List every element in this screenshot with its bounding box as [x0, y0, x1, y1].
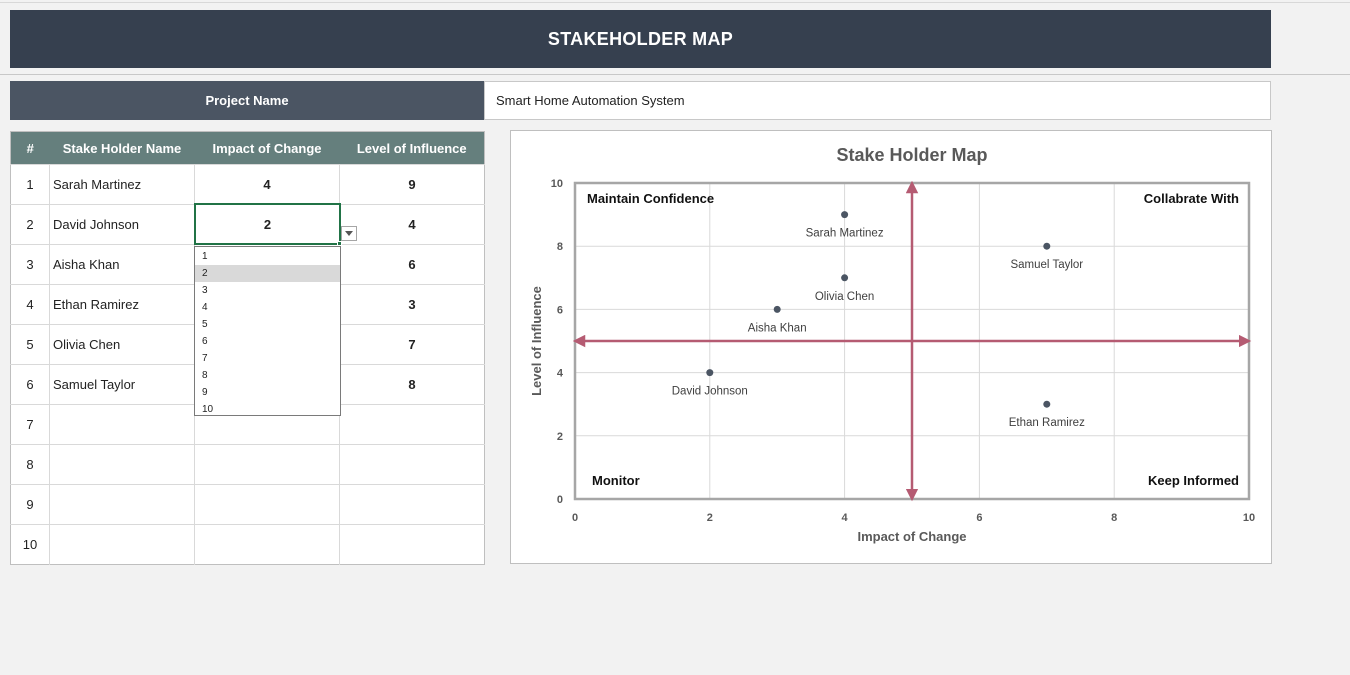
- dropdown-list: 1 2 3 4 5 6 7 8 9 10: [194, 246, 341, 416]
- stakeholder-name-cell[interactable]: [49, 404, 195, 445]
- x-tick-label: 0: [572, 512, 578, 524]
- table-row: 1 Sarah Martinez 4 9: [10, 164, 485, 205]
- project-name-value[interactable]: Smart Home Automation System: [484, 81, 1271, 120]
- quadrant-label-bottom-left: Monitor: [592, 473, 640, 488]
- data-point-label: David Johnson: [672, 386, 748, 398]
- dropdown-arrow-button[interactable]: [341, 226, 357, 241]
- y-tick-label: 4: [557, 368, 564, 380]
- quadrant-label-top-right: Collabrate With: [1144, 191, 1239, 206]
- row-number-cell[interactable]: 5: [10, 324, 50, 365]
- stakeholder-name-cell[interactable]: [49, 444, 195, 485]
- row-number-cell[interactable]: 2: [10, 204, 50, 245]
- stakeholder-chart: Stake Holder Map 0 2 4 6 8 10 0 2 4 6 8 10 Impact of …: [510, 130, 1272, 564]
- row-number-cell[interactable]: 9: [10, 484, 50, 525]
- row-number-cell[interactable]: 10: [10, 524, 50, 565]
- table-row: 9: [10, 484, 485, 525]
- stakeholder-name-cell[interactable]: Aisha Khan: [49, 244, 195, 285]
- quadrant-label-bottom-right: Keep Informed: [1148, 473, 1239, 488]
- row-number-cell[interactable]: 3: [10, 244, 50, 285]
- data-point: [841, 211, 849, 219]
- stakeholder-name-cell[interactable]: Ethan Ramirez: [49, 284, 195, 325]
- dropdown-option[interactable]: 7: [202, 353, 208, 364]
- page-title: STAKEHOLDER MAP: [10, 10, 1271, 68]
- y-axis-label: Level of Influence: [529, 286, 544, 396]
- impact-cell[interactable]: 4: [194, 164, 340, 205]
- dropdown-option[interactable]: 9: [202, 387, 208, 398]
- x-tick-label: 2: [707, 512, 713, 524]
- dropdown-option[interactable]: 1: [202, 251, 208, 262]
- row-number-cell[interactable]: 7: [10, 404, 50, 445]
- stakeholder-name-cell[interactable]: [49, 484, 195, 525]
- y-tick-label: 8: [557, 241, 563, 253]
- data-point-label: Olivia Chen: [815, 291, 874, 303]
- top-border-line: [0, 2, 1350, 3]
- influence-cell[interactable]: [339, 524, 485, 565]
- stakeholder-name-cell[interactable]: Sarah Martinez: [49, 164, 195, 205]
- y-tick-label: 6: [557, 304, 563, 316]
- dropdown-option[interactable]: 6: [202, 336, 208, 347]
- influence-cell[interactable]: [339, 444, 485, 485]
- dropdown-option[interactable]: 2: [195, 265, 340, 282]
- chevron-down-icon: [345, 231, 353, 236]
- influence-cell[interactable]: [339, 484, 485, 525]
- col-header-name[interactable]: Stake Holder Name: [49, 131, 195, 165]
- data-point-label: Samuel Taylor: [1010, 259, 1083, 271]
- dropdown-option[interactable]: 8: [202, 370, 208, 381]
- col-header-influence[interactable]: Level of Influence: [339, 131, 485, 165]
- data-point-label: Sarah Martinez: [806, 228, 884, 240]
- data-point: [773, 305, 781, 313]
- influence-cell[interactable]: 4: [339, 204, 485, 245]
- stakeholder-name-cell[interactable]: [49, 524, 195, 565]
- table-header-row: # Stake Holder Name Impact of Change Lev…: [10, 131, 485, 165]
- col-header-number[interactable]: #: [10, 131, 50, 165]
- y-tick-label: 10: [551, 178, 563, 190]
- x-tick-label: 4: [842, 512, 849, 524]
- stakeholder-name-cell[interactable]: David Johnson: [49, 204, 195, 245]
- data-point-label: Ethan Ramirez: [1009, 417, 1085, 429]
- header-divider: [0, 74, 1350, 75]
- x-tick-label: 6: [976, 512, 982, 524]
- project-name-label: Project Name: [10, 81, 484, 120]
- influence-cell[interactable]: [339, 404, 485, 445]
- table-row: 10: [10, 524, 485, 565]
- influence-cell[interactable]: 3: [339, 284, 485, 325]
- dropdown-option[interactable]: 4: [202, 302, 208, 313]
- impact-cell[interactable]: [194, 524, 340, 565]
- dropdown-option[interactable]: 10: [202, 404, 214, 415]
- x-axis-label: Impact of Change: [857, 529, 966, 544]
- row-number-cell[interactable]: 6: [10, 364, 50, 405]
- influence-cell[interactable]: 9: [339, 164, 485, 205]
- x-tick-label: 10: [1243, 512, 1255, 524]
- data-point: [706, 369, 714, 377]
- chart-svg: Stake Holder Map 0 2 4 6 8 10 0 2 4 6 8 10 Impact of …: [529, 145, 1255, 544]
- data-point-label: Aisha Khan: [748, 322, 807, 334]
- influence-cell[interactable]: 7: [339, 324, 485, 365]
- row-number-cell[interactable]: 8: [10, 444, 50, 485]
- data-point: [1043, 400, 1051, 408]
- influence-cell[interactable]: 6: [339, 244, 485, 285]
- chart-title: Stake Holder Map: [836, 145, 987, 165]
- fill-handle[interactable]: [337, 241, 342, 246]
- dropdown-option[interactable]: 5: [202, 319, 208, 330]
- x-tick-label: 8: [1111, 512, 1117, 524]
- y-tick-label: 0: [557, 494, 563, 506]
- impact-cell[interactable]: [194, 444, 340, 485]
- data-point: [841, 274, 849, 282]
- row-number-cell[interactable]: 4: [10, 284, 50, 325]
- impact-cell[interactable]: [194, 484, 340, 525]
- stakeholder-name-cell[interactable]: Samuel Taylor: [49, 364, 195, 405]
- data-point: [1043, 242, 1051, 250]
- stakeholder-name-cell[interactable]: Olivia Chen: [49, 324, 195, 365]
- quadrant-label-top-left: Maintain Confidence: [587, 191, 714, 206]
- influence-cell[interactable]: 8: [339, 364, 485, 405]
- col-header-impact[interactable]: Impact of Change: [194, 131, 340, 165]
- active-impact-cell[interactable]: 2: [194, 203, 341, 245]
- row-number-cell[interactable]: 1: [10, 164, 50, 205]
- dropdown-option[interactable]: 3: [202, 285, 208, 296]
- y-tick-label: 2: [557, 431, 563, 443]
- table-row: 8: [10, 444, 485, 485]
